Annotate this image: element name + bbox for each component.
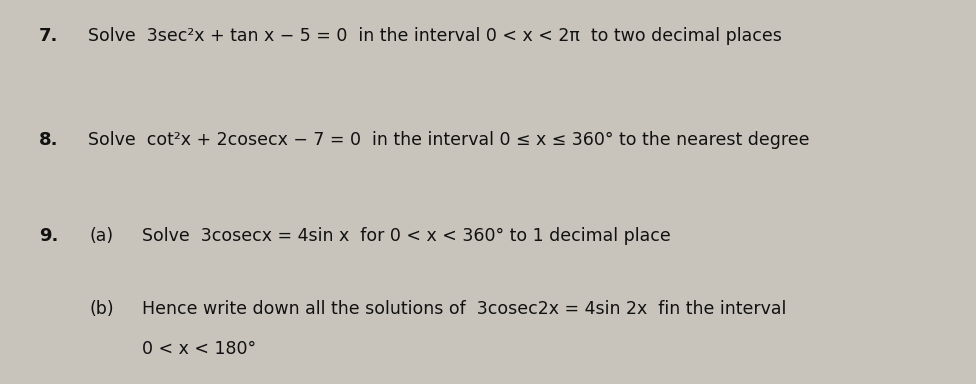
Text: Hence write down all the solutions of  3cosec2x = 4sin 2x  fin the interval: Hence write down all the solutions of 3c…	[142, 300, 786, 318]
Text: 8.: 8.	[39, 131, 59, 149]
Text: 0 < x < 180°: 0 < x < 180°	[142, 340, 256, 358]
Text: Solve  cot²x + 2cosecx − 7 = 0  in the interval 0 ≤ x ≤ 360° to the nearest degr: Solve cot²x + 2cosecx − 7 = 0 in the int…	[88, 131, 809, 149]
Text: Solve  3sec²x + tan x − 5 = 0  in the interval 0 < x < 2π  to two decimal places: Solve 3sec²x + tan x − 5 = 0 in the inte…	[88, 27, 782, 45]
Text: 9.: 9.	[39, 227, 59, 245]
Text: Solve  3cosecx = 4sin x  for 0 < x < 360° to 1 decimal place: Solve 3cosecx = 4sin x for 0 < x < 360° …	[142, 227, 671, 245]
Text: (a): (a)	[90, 227, 114, 245]
Text: 7.: 7.	[39, 27, 59, 45]
Text: (b): (b)	[90, 300, 114, 318]
